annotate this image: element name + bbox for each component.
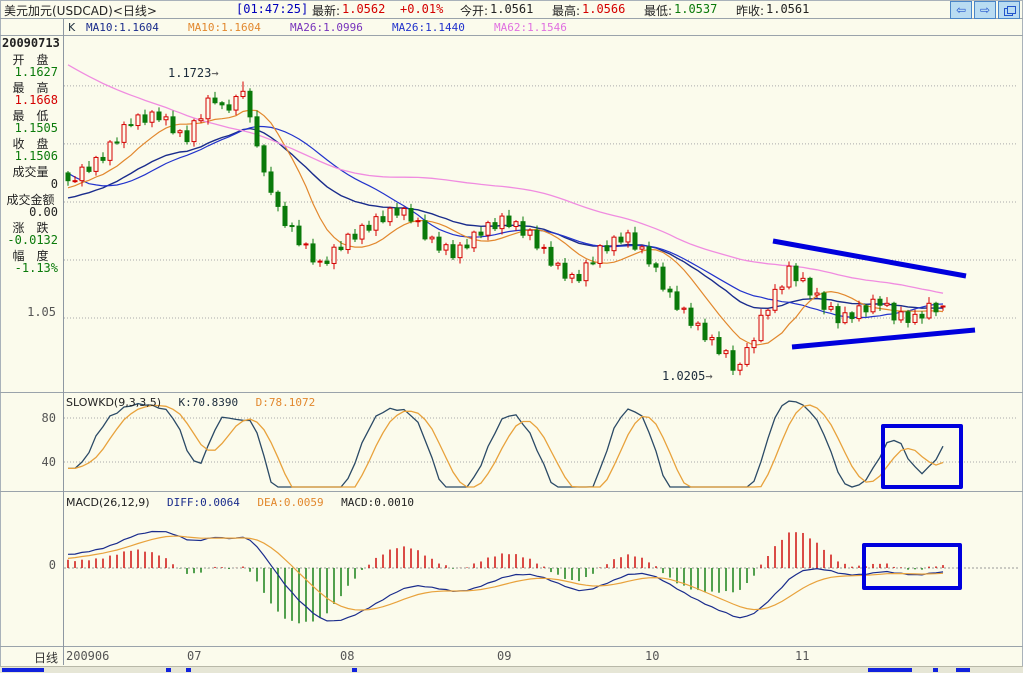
high-field-label: 最 高 — [12, 81, 49, 95]
macd-diff-value: DIFF:0.0064 — [167, 496, 240, 509]
x-axis-month-label: 09 — [497, 649, 512, 663]
x-axis-month-label: 07 — [187, 649, 202, 663]
ma10-value-1: MA10:1.1604 — [86, 21, 159, 34]
right-arrow-icon: → — [211, 66, 219, 80]
kd-title: SLOWKD(9,3,3,5) — [66, 396, 162, 409]
macd-title: MACD(26,12,9) — [66, 496, 150, 509]
change-pct-field-label: 幅 度 — [12, 249, 49, 263]
quote-sidebar: 20090713 开 盘 1.1627 最 高 1.1668 最 低 1.1505 收… — [0, 36, 61, 275]
high-field-value: 1.1668 — [14, 93, 58, 107]
right-arrow-icon: ⇨ — [979, 3, 991, 17]
period-selector[interactable]: 日线 — [33, 651, 58, 665]
x-axis-month-label: 10 — [645, 649, 660, 663]
turnover-field-value: 0.00 — [29, 205, 58, 219]
scrollbar-mark — [166, 668, 171, 672]
turnover-field-label: 成交金额 — [6, 193, 55, 207]
x-axis-month-label: 200906 — [66, 649, 110, 663]
panel-divider-macd-axis — [0, 646, 1023, 647]
bottom-scrollbar[interactable] — [0, 666, 1023, 673]
volume-field-value: 0 — [50, 177, 58, 191]
time-axis: 日线 200906 07 08 09 10 11 — [0, 648, 1023, 665]
macd-panel-header: MACD(26,12,9) DIFF:0.0064 DEA:0.0059 MAC… — [66, 496, 428, 509]
panel-divider-kd-macd — [0, 491, 1023, 492]
kd-axis-80: 80 — [41, 411, 56, 425]
prev-close-label: 昨收: — [736, 4, 765, 18]
change-percent: +0.01% — [400, 2, 444, 16]
cascade-windows-icon — [1003, 5, 1016, 16]
window-toolbar: ⇦ ⇨ — [950, 1, 1020, 19]
price-axis-label: 1.05 — [27, 305, 56, 319]
drawn-rectangle-annotation — [881, 424, 963, 489]
ma-values-row: K MA10:1.1604 MA10:1.1604 MA26:1.0996 MA… — [0, 19, 1023, 35]
kd-panel-header: SLOWKD(9,3,3,5) K:70.8390 D:78.1072 — [66, 396, 329, 409]
clock: [01:47:25] — [236, 2, 309, 16]
right-arrow-icon: → — [705, 369, 713, 383]
open-field-value: 1.1627 — [14, 65, 58, 79]
change-field-value: -0.0132 — [7, 233, 58, 247]
low-label: 最低: — [644, 4, 673, 18]
drawn-rectangle-annotation — [862, 543, 962, 590]
macd-macd-value: MACD:0.0010 — [341, 496, 414, 509]
ma10-value-2: MA10:1.1604 — [188, 21, 261, 34]
low-field-value: 1.1505 — [14, 121, 58, 135]
change-pct-field-value: -1.13% — [14, 261, 58, 275]
ma62-value: MA62:1.1546 — [494, 21, 567, 34]
kd-k-value: K:70.8390 — [178, 396, 239, 409]
low-field-label: 最 低 — [12, 109, 49, 123]
macd-dea-value: DEA:0.0059 — [257, 496, 324, 509]
open-label: 今开: — [460, 4, 489, 18]
divider — [0, 35, 1023, 36]
left-arrow-icon: ⇦ — [955, 3, 967, 17]
prev-close-value: 1.0561 — [766, 2, 810, 16]
change-field-label: 涨 跌 — [12, 221, 49, 235]
x-axis-month-label: 11 — [795, 649, 810, 663]
top-info-bar: 美元加元(USDCAD)<日线> [01:47:25] 最新: 1.0562 +… — [0, 0, 1023, 18]
k-indicator-label: K — [68, 21, 76, 34]
ma26-value-1: MA26:1.0996 — [290, 21, 363, 34]
scrollbar-mark — [352, 668, 357, 672]
axis-line — [63, 19, 64, 665]
kd-axis-40: 40 — [41, 455, 56, 469]
close-field-value: 1.1506 — [14, 149, 58, 163]
scrollbar-mark — [933, 668, 938, 672]
open-field-label: 开 盘 — [12, 53, 49, 67]
x-axis-month-label: 08 — [340, 649, 355, 663]
instrument-title: 美元加元(USDCAD)<日线> — [4, 4, 157, 18]
volume-field-label: 成交量 — [12, 165, 49, 179]
kd-d-value: D:78.1072 — [255, 396, 316, 409]
close-field-label: 收 盘 — [12, 137, 49, 151]
high-label: 最高: — [552, 4, 581, 18]
quote-date: 20090713 — [2, 36, 60, 50]
back-button[interactable]: ⇦ — [950, 1, 972, 19]
divider — [0, 18, 1023, 19]
open-value: 1.0561 — [490, 2, 534, 16]
high-price-annotation: 1.1723→ — [168, 66, 219, 80]
macd-axis-0: 0 — [48, 558, 56, 572]
ma26-value-2: MA26:1.1440 — [392, 21, 465, 34]
panel-divider-main-kd — [0, 392, 1023, 393]
last-price-value: 1.0562 — [342, 2, 386, 16]
scrollbar-mark — [2, 668, 44, 672]
scrollbar-mark — [956, 668, 970, 672]
last-price-label: 最新: — [312, 4, 341, 18]
scrollbar-mark — [868, 668, 912, 672]
high-value: 1.0566 — [582, 2, 626, 16]
cascade-windows-button[interactable] — [998, 1, 1020, 19]
low-price-annotation: 1.0205→ — [662, 369, 713, 383]
low-value: 1.0537 — [674, 2, 718, 16]
scrollbar-mark — [186, 668, 191, 672]
forward-button[interactable]: ⇨ — [974, 1, 996, 19]
